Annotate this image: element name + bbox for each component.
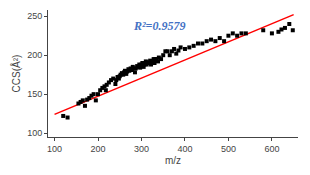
svg-text:300: 300 <box>134 144 149 154</box>
svg-text:m/z: m/z <box>165 155 181 166</box>
svg-text:200: 200 <box>90 144 105 154</box>
svg-text:500: 500 <box>221 144 236 154</box>
svg-text:R²=0.9579: R²=0.9579 <box>133 19 185 33</box>
svg-text:150: 150 <box>27 89 42 99</box>
svg-text:100: 100 <box>27 128 42 138</box>
svg-text:250: 250 <box>27 11 42 21</box>
svg-text:600: 600 <box>264 144 279 154</box>
svg-text:400: 400 <box>177 144 192 154</box>
svg-text:100: 100 <box>47 144 62 154</box>
svg-text:CCS(Å²): CCS(Å²) <box>10 55 22 93</box>
svg-text:200: 200 <box>27 50 42 60</box>
